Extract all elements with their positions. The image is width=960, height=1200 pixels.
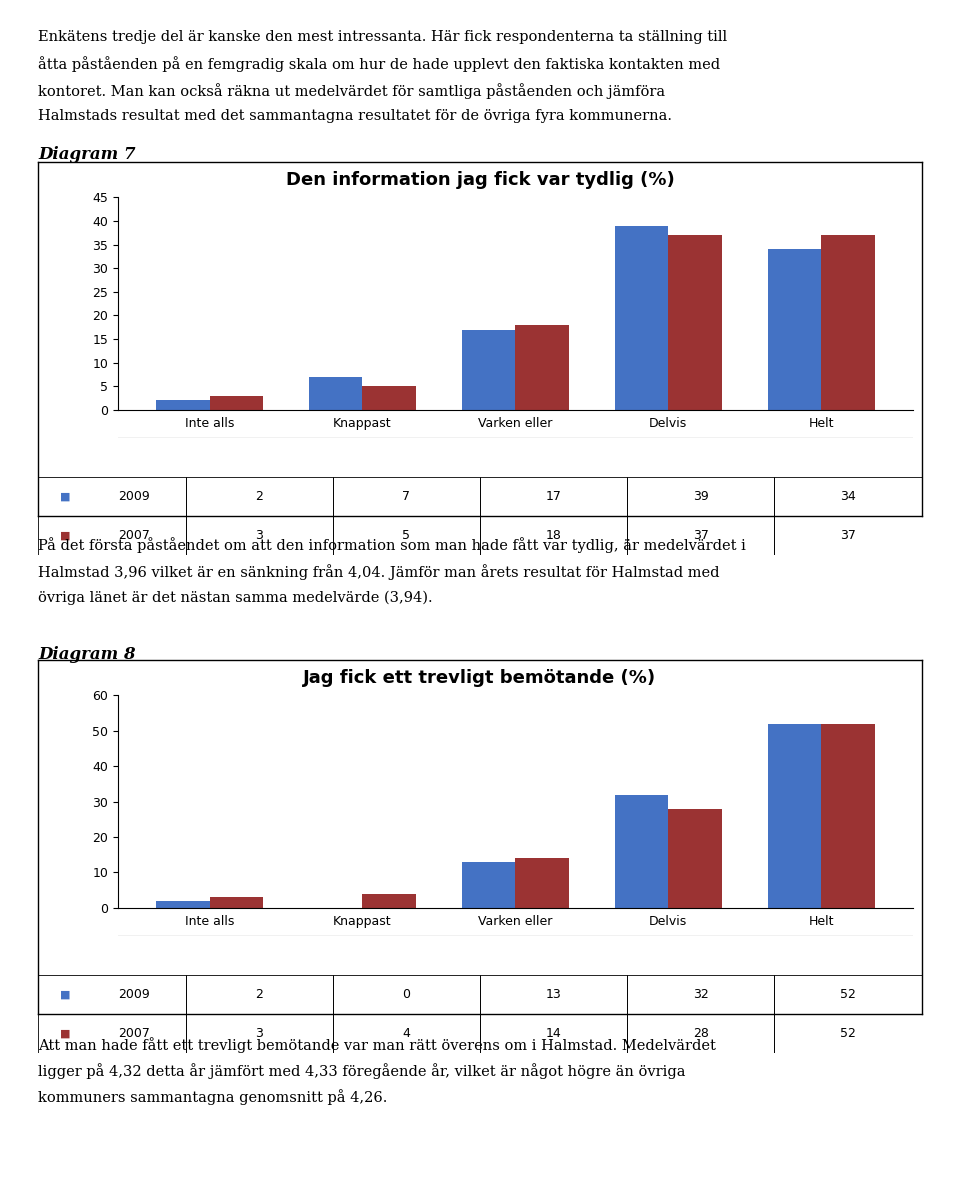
Text: 7: 7 <box>402 490 410 503</box>
Bar <box>614 794 668 907</box>
Text: ■: ■ <box>60 530 70 540</box>
Text: 52: 52 <box>840 1027 856 1040</box>
Bar <box>480 478 627 516</box>
Bar <box>309 377 363 410</box>
Text: 18: 18 <box>545 529 562 542</box>
Text: 2: 2 <box>255 490 263 503</box>
Bar <box>38 516 185 554</box>
Text: ■: ■ <box>60 492 70 502</box>
Text: På det första påståendet om att den information som man hade fått var tydlig, är: På det första påståendet om att den info… <box>38 538 746 553</box>
Text: 2007: 2007 <box>118 529 150 542</box>
Text: 34: 34 <box>840 490 856 503</box>
Text: 32: 32 <box>693 988 708 1001</box>
Text: Halmstad 3,96 vilket är en sänkning från 4,04. Jämför man årets resultat för Hal: Halmstad 3,96 vilket är en sänkning från… <box>38 564 720 580</box>
Text: Den information jag fick var tydlig (%): Den information jag fick var tydlig (%) <box>286 170 674 188</box>
Text: Helt: Helt <box>808 916 834 929</box>
Text: Inte alls: Inte alls <box>185 418 234 431</box>
Text: 2009: 2009 <box>118 490 150 503</box>
Bar <box>668 809 722 907</box>
Text: 37: 37 <box>840 529 856 542</box>
Bar <box>627 1014 775 1052</box>
Bar <box>768 724 821 907</box>
Text: Varken eller: Varken eller <box>478 916 553 929</box>
Bar <box>185 1014 333 1052</box>
Bar <box>480 516 627 554</box>
Text: ligger på 4,32 detta år jämfört med 4,33 föregående år, vilket är något högre än: ligger på 4,32 detta år jämfört med 4,33… <box>38 1063 685 1079</box>
Bar <box>775 478 922 516</box>
Bar <box>185 516 333 554</box>
Text: 0: 0 <box>402 988 410 1001</box>
Bar <box>821 724 875 907</box>
Text: Halmstads resultat med det sammantagna resultatet för de övriga fyra kommunerna.: Halmstads resultat med det sammantagna r… <box>38 109 672 124</box>
Bar <box>768 250 821 410</box>
Text: Diagram 8: Diagram 8 <box>38 646 136 662</box>
Bar <box>516 325 569 410</box>
Text: övriga länet är det nästan samma medelvärde (3,94).: övriga länet är det nästan samma medelvä… <box>38 590 433 605</box>
Text: 3: 3 <box>255 1027 263 1040</box>
Bar <box>38 478 185 516</box>
Bar <box>156 401 209 410</box>
Text: 14: 14 <box>545 1027 562 1040</box>
Text: 39: 39 <box>693 490 708 503</box>
Text: åtta påståenden på en femgradig skala om hur de hade upplevt den faktiska kontak: åtta påståenden på en femgradig skala om… <box>38 56 721 72</box>
Text: Delvis: Delvis <box>649 418 687 431</box>
Bar <box>38 1014 185 1052</box>
Bar <box>480 976 627 1014</box>
Text: Knappast: Knappast <box>333 916 392 929</box>
Text: 4: 4 <box>402 1027 410 1040</box>
Text: Diagram 7: Diagram 7 <box>38 146 136 163</box>
Bar <box>333 976 480 1014</box>
Text: Knappast: Knappast <box>333 418 392 431</box>
Bar <box>627 516 775 554</box>
Text: 37: 37 <box>693 529 708 542</box>
Text: 5: 5 <box>402 529 410 542</box>
Text: Att man hade fått ett trevligt bemötande var man rätt överens om i Halmstad. Med: Att man hade fått ett trevligt bemötande… <box>38 1037 716 1052</box>
Bar <box>775 1014 922 1052</box>
Bar <box>668 235 722 410</box>
Bar <box>185 976 333 1014</box>
Text: Helt: Helt <box>808 418 834 431</box>
Bar <box>333 478 480 516</box>
Bar <box>775 516 922 554</box>
Text: 17: 17 <box>545 490 562 503</box>
Bar <box>821 235 875 410</box>
Text: Jag fick ett trevligt bemötande (%): Jag fick ett trevligt bemötande (%) <box>303 668 657 686</box>
Bar <box>156 901 209 907</box>
Text: 52: 52 <box>840 988 856 1001</box>
Text: Varken eller: Varken eller <box>478 418 553 431</box>
Text: kommuners sammantagna genomsnitt på 4,26.: kommuners sammantagna genomsnitt på 4,26… <box>38 1090 388 1105</box>
Bar <box>333 1014 480 1052</box>
Text: ■: ■ <box>60 990 70 1000</box>
Bar <box>480 1014 627 1052</box>
Text: Delvis: Delvis <box>649 916 687 929</box>
Text: 2: 2 <box>255 988 263 1001</box>
Bar <box>363 894 416 907</box>
Bar <box>775 976 922 1014</box>
Bar <box>209 396 263 410</box>
Text: 3: 3 <box>255 529 263 542</box>
Text: ■: ■ <box>60 1028 70 1038</box>
Bar <box>38 976 185 1014</box>
Bar <box>185 478 333 516</box>
Text: 2009: 2009 <box>118 988 150 1001</box>
Bar <box>462 862 516 907</box>
Text: 13: 13 <box>545 988 562 1001</box>
Bar <box>516 858 569 907</box>
Bar <box>627 976 775 1014</box>
Bar <box>209 898 263 907</box>
Text: 28: 28 <box>693 1027 708 1040</box>
Text: Inte alls: Inte alls <box>185 916 234 929</box>
Bar <box>363 386 416 410</box>
Bar <box>614 226 668 410</box>
Text: kontoret. Man kan också räkna ut medelvärdet för samtliga påståenden och jämföra: kontoret. Man kan också räkna ut medelvä… <box>38 83 665 98</box>
Text: 2007: 2007 <box>118 1027 150 1040</box>
Bar <box>462 330 516 410</box>
Bar <box>627 478 775 516</box>
Text: Enkätens tredje del är kanske den mest intressanta. Här fick respondenterna ta s: Enkätens tredje del är kanske den mest i… <box>38 30 728 44</box>
Bar <box>333 516 480 554</box>
